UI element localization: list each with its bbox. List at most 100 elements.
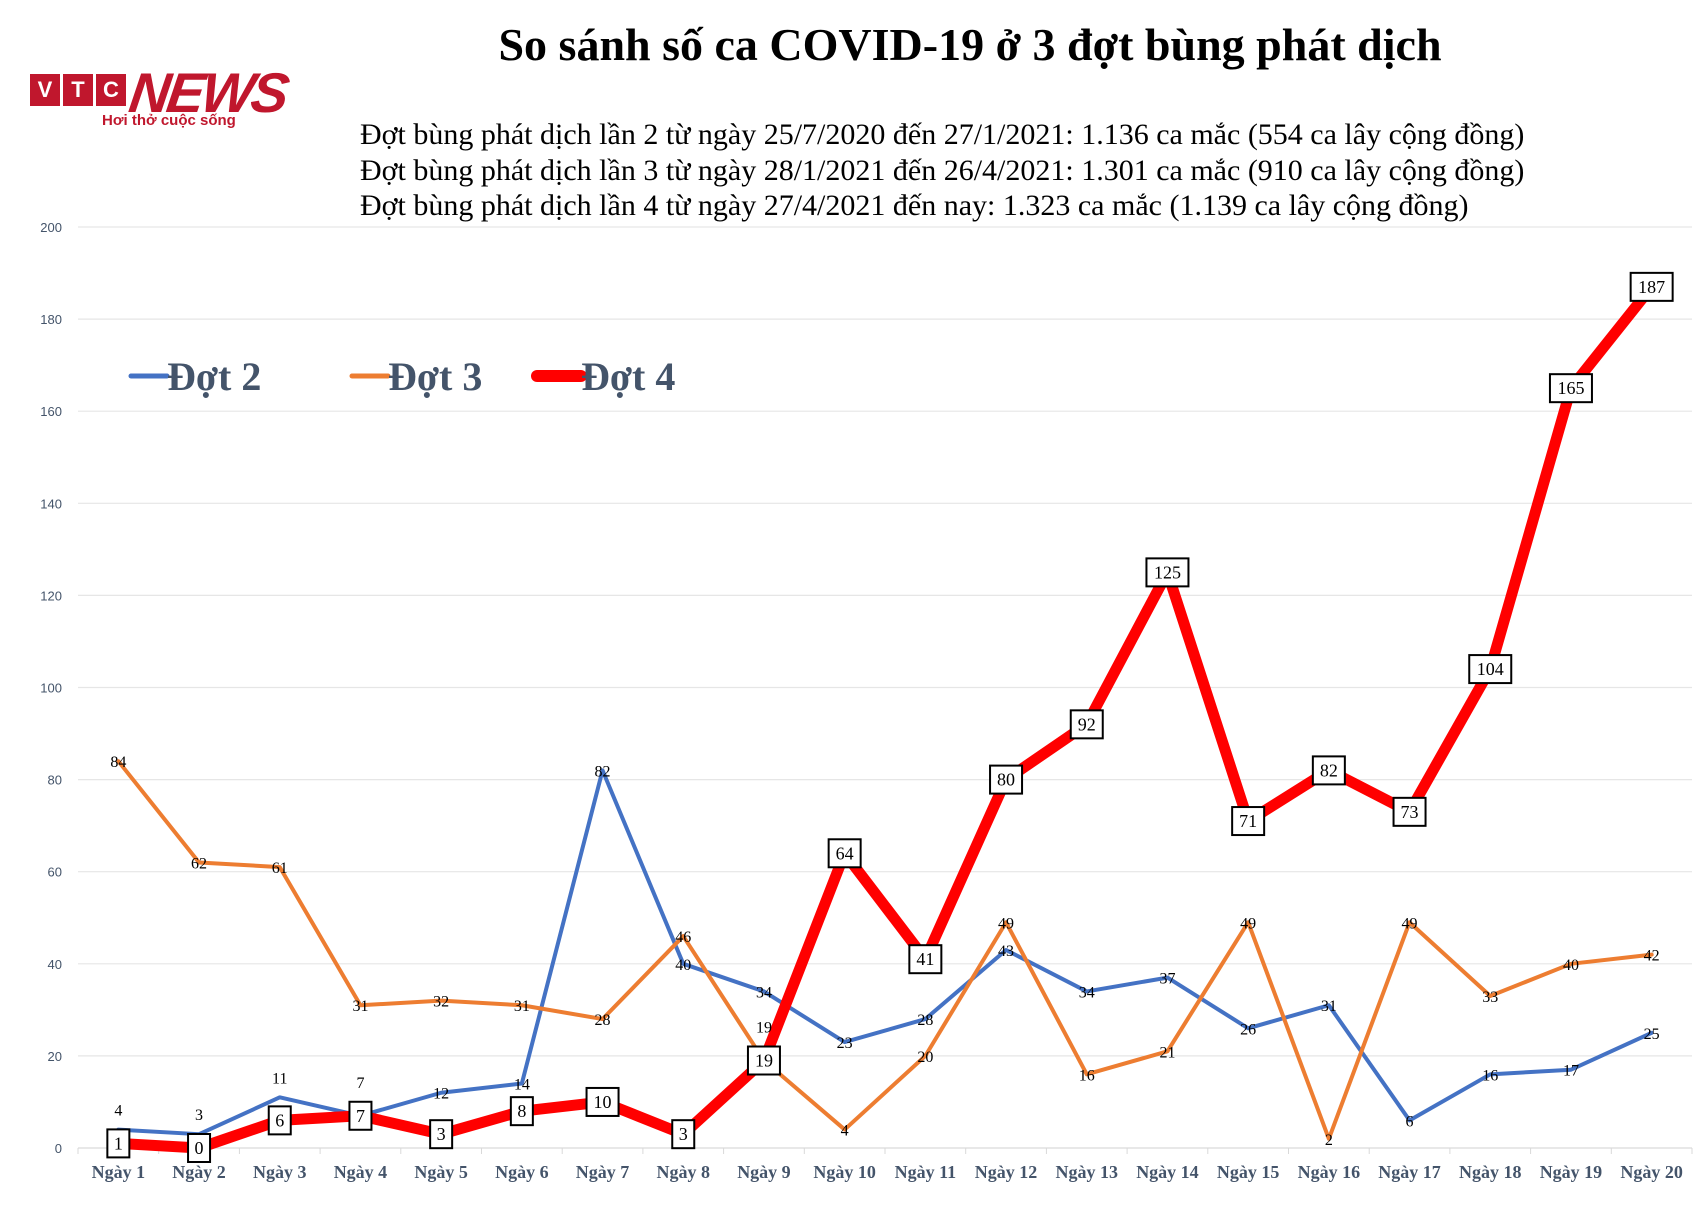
- data-label: 7: [356, 1075, 364, 1092]
- x-tick-label: Ngày 19: [1540, 1162, 1603, 1182]
- data-label-box: [1311, 755, 1346, 786]
- data-label-box: [746, 1045, 781, 1076]
- data-label: 37: [1159, 971, 1175, 988]
- x-tick-label: Ngày 8: [657, 1162, 711, 1182]
- data-label: 46: [675, 929, 691, 946]
- data-label: 11: [272, 1070, 287, 1087]
- x-tick-label: Ngày 5: [414, 1162, 468, 1182]
- data-label: 80: [997, 770, 1015, 790]
- logo-letter: C: [96, 74, 126, 106]
- data-label-box: [106, 1128, 131, 1159]
- x-tick-label: Ngày 20: [1620, 1162, 1683, 1182]
- data-label-box: [348, 1100, 373, 1131]
- y-tick-label: 200: [40, 220, 62, 235]
- data-label-box: [1548, 373, 1593, 404]
- data-label: 3: [195, 1107, 203, 1124]
- data-label: 125: [1154, 562, 1181, 582]
- data-label: 49: [998, 915, 1014, 932]
- x-tick-label: Ngày 11: [895, 1162, 957, 1182]
- data-label: 84: [110, 754, 126, 771]
- data-label: 71: [1239, 811, 1257, 831]
- data-label: 43: [998, 943, 1014, 960]
- data-label: 14: [514, 1077, 530, 1094]
- data-label: 25: [1644, 1026, 1660, 1043]
- data-label-box: [908, 944, 943, 975]
- chart-title: So sánh số ca COVID-19 ở 3 đợt bùng phát…: [498, 19, 1442, 70]
- y-tick-label: 40: [48, 957, 62, 972]
- y-tick-label: 60: [48, 865, 62, 880]
- data-label-box: [187, 1133, 212, 1163]
- data-label: 20: [917, 1049, 933, 1066]
- data-label: 49: [1402, 915, 1418, 932]
- x-tick-label: Ngày 6: [495, 1162, 549, 1182]
- x-tick-label: Ngày 7: [576, 1162, 630, 1182]
- data-label: 31: [1321, 998, 1337, 1015]
- data-label: 34: [756, 984, 772, 1001]
- x-tick-label: Ngày 16: [1298, 1162, 1361, 1182]
- x-tick-label: Ngày 13: [1056, 1162, 1119, 1182]
- legend-label: Đợt 2: [167, 354, 261, 399]
- x-tick-label: Ngày 9: [737, 1162, 791, 1182]
- x-tick-label: Ngày 2: [172, 1162, 226, 1182]
- data-label: 28: [917, 1012, 933, 1029]
- data-label: 32: [433, 994, 449, 1011]
- data-label-box: [1069, 709, 1104, 740]
- x-tick-label: Ngày 4: [334, 1162, 388, 1182]
- data-label: 16: [1482, 1067, 1498, 1084]
- series-line-4: [112, 281, 1658, 1154]
- y-tick-label: 0: [55, 1141, 62, 1156]
- data-label-box: [827, 838, 862, 869]
- data-label: 4: [841, 1123, 849, 1140]
- legend-label: Đợt 3: [388, 354, 482, 399]
- x-tick-label: Ngày 17: [1378, 1162, 1441, 1182]
- x-tick-label: Ngày 10: [813, 1162, 876, 1182]
- data-label-box: [267, 1105, 292, 1136]
- x-tick-label: Ngày 3: [253, 1162, 307, 1182]
- x-tick-label: Ngày 15: [1217, 1162, 1280, 1182]
- data-label: 19: [756, 1020, 772, 1037]
- data-label: 16: [1079, 1067, 1095, 1084]
- data-label: 62: [191, 855, 207, 872]
- x-tick-label: Ngày 18: [1459, 1162, 1522, 1182]
- series-line-2: [116, 768, 1654, 1137]
- data-label: 49: [1240, 915, 1256, 932]
- data-label-box: [509, 1096, 534, 1127]
- data-label: 82: [595, 763, 611, 780]
- data-label: 7: [356, 1106, 365, 1126]
- y-tick-label: 180: [40, 312, 62, 327]
- data-label: 3: [437, 1124, 446, 1144]
- data-label: 40: [675, 957, 691, 974]
- y-tick-label: 120: [40, 588, 62, 603]
- data-label: 10: [594, 1092, 612, 1112]
- data-label-box: [671, 1119, 696, 1150]
- data-label: 42: [1644, 948, 1660, 965]
- data-label: 8: [517, 1101, 526, 1121]
- data-label: 23: [837, 1035, 853, 1052]
- data-label-box: [585, 1086, 620, 1117]
- y-tick-label: 100: [40, 681, 62, 696]
- data-label-box: [1145, 557, 1190, 588]
- x-tick-label: Ngày 12: [975, 1162, 1038, 1182]
- x-tick-label: Ngày 14: [1136, 1162, 1199, 1182]
- data-label-box: [1231, 806, 1266, 837]
- legend-label: Đợt 4: [581, 354, 675, 399]
- subtitle-line-1: Đợt bùng phát dịch lần 2 từ ngày 25/7/20…: [360, 118, 1525, 151]
- logo-vtc-boxes: V T C: [30, 74, 126, 106]
- data-label-box: [429, 1119, 454, 1150]
- data-label: 61: [272, 860, 288, 877]
- y-tick-label: 140: [40, 496, 62, 511]
- data-label: 12: [433, 1086, 449, 1103]
- data-label: 82: [1320, 760, 1338, 780]
- data-label: 21: [1159, 1044, 1175, 1061]
- subtitle-line-3: Đợt bùng phát dịch lần 4 từ ngày 27/4/20…: [360, 189, 1469, 222]
- data-label: 19: [755, 1051, 773, 1071]
- data-label: 6: [1406, 1113, 1414, 1130]
- data-label: 92: [1078, 714, 1096, 734]
- data-label: 104: [1477, 659, 1504, 679]
- data-label: 33: [1482, 989, 1498, 1006]
- data-label: 31: [352, 998, 368, 1015]
- subtitle-line-2: Đợt bùng phát dịch lần 3 từ ngày 28/1/20…: [360, 154, 1525, 187]
- data-label: 40: [1563, 957, 1579, 974]
- logo-letter: T: [63, 74, 93, 106]
